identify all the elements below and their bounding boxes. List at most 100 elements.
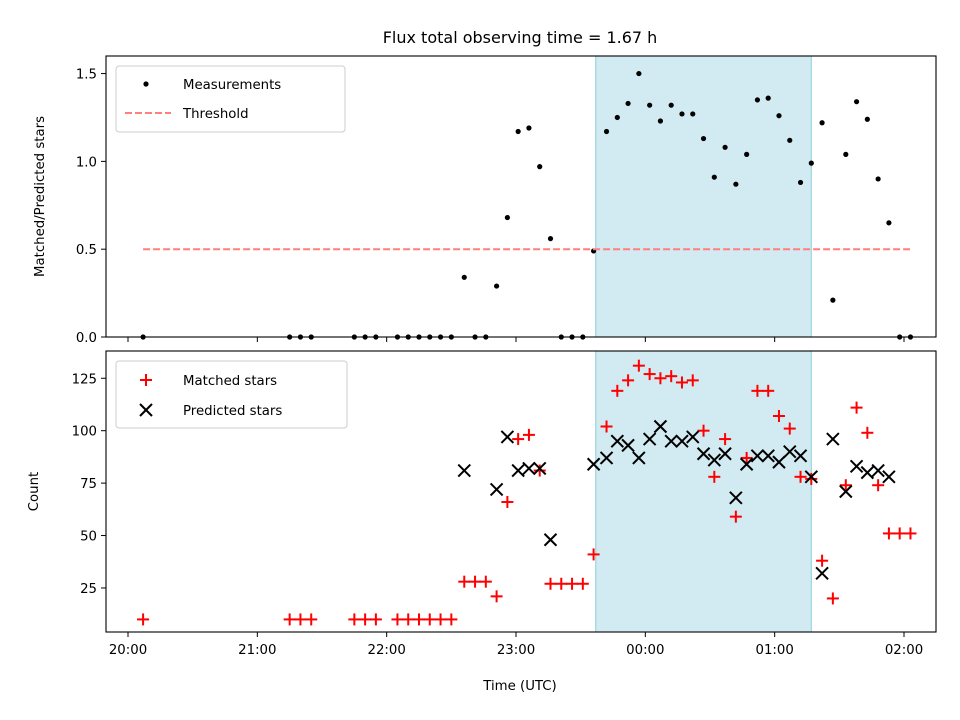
matched-star-point	[522, 428, 535, 441]
star-count-y-axis-label: Count	[27, 472, 42, 512]
measurement-point	[636, 70, 642, 77]
predicted-star-point	[632, 451, 646, 465]
predicted-star-point	[686, 430, 700, 444]
predicted-star-point-b	[804, 470, 819, 484]
matched-star-point	[882, 527, 895, 540]
x-tick-label: 20:00	[109, 643, 147, 658]
predicted-star-point	[882, 470, 896, 484]
legend-threshold-label: Threshold	[182, 107, 249, 122]
star-count-plot-frame	[105, 350, 937, 633]
predicted-star-point	[675, 434, 689, 448]
predicted-star-point	[543, 533, 558, 547]
matched-star-point	[348, 613, 361, 626]
matched-star-point	[826, 592, 839, 605]
measurement-point	[776, 113, 782, 119]
predicted-star-point	[511, 463, 525, 478]
matched-star-point	[675, 376, 688, 389]
predicted-star-point	[729, 491, 743, 505]
predicted-star-point-b	[457, 463, 471, 478]
measurement-point	[679, 111, 685, 117]
predicted-star-point-b	[642, 432, 657, 446]
measurement-point	[537, 164, 543, 170]
matched-star-point	[772, 410, 785, 423]
predicted-star-point	[783, 444, 797, 459]
y-tick-label: 75	[80, 477, 97, 492]
y-tick-label: 125	[72, 372, 97, 387]
matched-star-point	[665, 370, 678, 383]
predicted-star-point-b	[882, 470, 896, 484]
matched-star-point	[445, 613, 458, 626]
y-tick-label: 1.5	[76, 68, 97, 83]
predicted-star-point	[500, 430, 515, 444]
matched-star-point	[469, 575, 482, 588]
matched-star-point	[729, 510, 742, 523]
predicted-star-point	[653, 419, 668, 434]
predicted-star-point	[621, 438, 635, 453]
measurement-point	[515, 128, 521, 135]
matched-star-point	[697, 424, 710, 437]
flux-ratio-legend: Measurements Threshold	[115, 65, 346, 133]
predicted-star-point	[707, 453, 722, 467]
chart-title: Flux total observing time = 1.67 h	[383, 28, 658, 47]
measurement-point	[668, 102, 674, 108]
measurement-point	[830, 297, 836, 303]
matched-star-point	[402, 613, 415, 626]
measurement-point	[797, 179, 804, 186]
star-count-axes: 20:00 21:00 22:00 23:00 00:00 01:00 02:00 25 50 7…	[72, 372, 924, 658]
y-tick-label: 100	[72, 425, 97, 440]
predicted-star-point-b	[686, 430, 700, 444]
matched-star-point	[423, 613, 436, 626]
predicted-star-point	[489, 482, 504, 497]
x-axis-label: Time (UTC)	[482, 679, 557, 694]
legend-measurements-label: Measurements	[183, 78, 281, 93]
predicted-star-point	[839, 484, 853, 499]
predicted-star-point	[586, 457, 601, 471]
predicted-star-point-b	[489, 482, 504, 497]
matched-star-point	[850, 401, 863, 414]
measurement-point	[603, 128, 610, 135]
matched-star-point	[611, 384, 624, 397]
predicted-star-point-b	[839, 484, 853, 499]
predicted-star-point-b	[653, 419, 668, 434]
measurement-point	[504, 214, 510, 221]
measurement-point	[526, 125, 532, 131]
measurement-point	[657, 118, 664, 124]
legend-box	[115, 360, 348, 429]
predicted-star-point-b	[522, 461, 536, 476]
matched-star-point	[686, 374, 699, 387]
predicted-star-point	[804, 470, 819, 484]
flux-ratio-plot-frame	[105, 55, 937, 338]
y-tick-label: 0.0	[76, 331, 97, 346]
measurement-point	[765, 95, 771, 101]
measurement-point	[808, 160, 814, 166]
matched-star-point	[643, 368, 656, 381]
predicted-star-point-b	[707, 453, 722, 467]
matched-star-point	[587, 548, 600, 561]
matched-star-point	[751, 384, 764, 397]
predicted-star-point	[457, 463, 471, 478]
matched-star-point	[458, 575, 471, 588]
measurement-point	[733, 181, 739, 187]
legend-box	[115, 65, 346, 133]
predicted-star-point-b	[761, 449, 775, 463]
matched-star-point	[783, 422, 796, 435]
y-tick-label: 25	[80, 582, 97, 597]
predicted-star-point	[739, 457, 754, 471]
predicted-star-point	[815, 566, 829, 580]
matched-star-point	[566, 577, 579, 590]
predicted-star-point	[664, 434, 678, 448]
measurement-point	[744, 151, 750, 157]
measurement-point	[722, 144, 728, 150]
legend-matched-label: Matched stars	[183, 374, 277, 389]
predicted-star-point	[642, 432, 657, 446]
measurement-point	[853, 99, 860, 105]
predicted-star-point-b	[739, 457, 754, 471]
predicted-star-point-b	[511, 463, 525, 478]
predicted-star-point-b	[729, 491, 743, 505]
predicted-star-point-b	[675, 434, 689, 448]
predicted-star-point-b	[599, 451, 614, 465]
measurement-point	[864, 116, 870, 122]
matched-star-point	[632, 359, 645, 372]
matched-star-point	[839, 479, 852, 492]
matched-star-point	[719, 433, 732, 446]
